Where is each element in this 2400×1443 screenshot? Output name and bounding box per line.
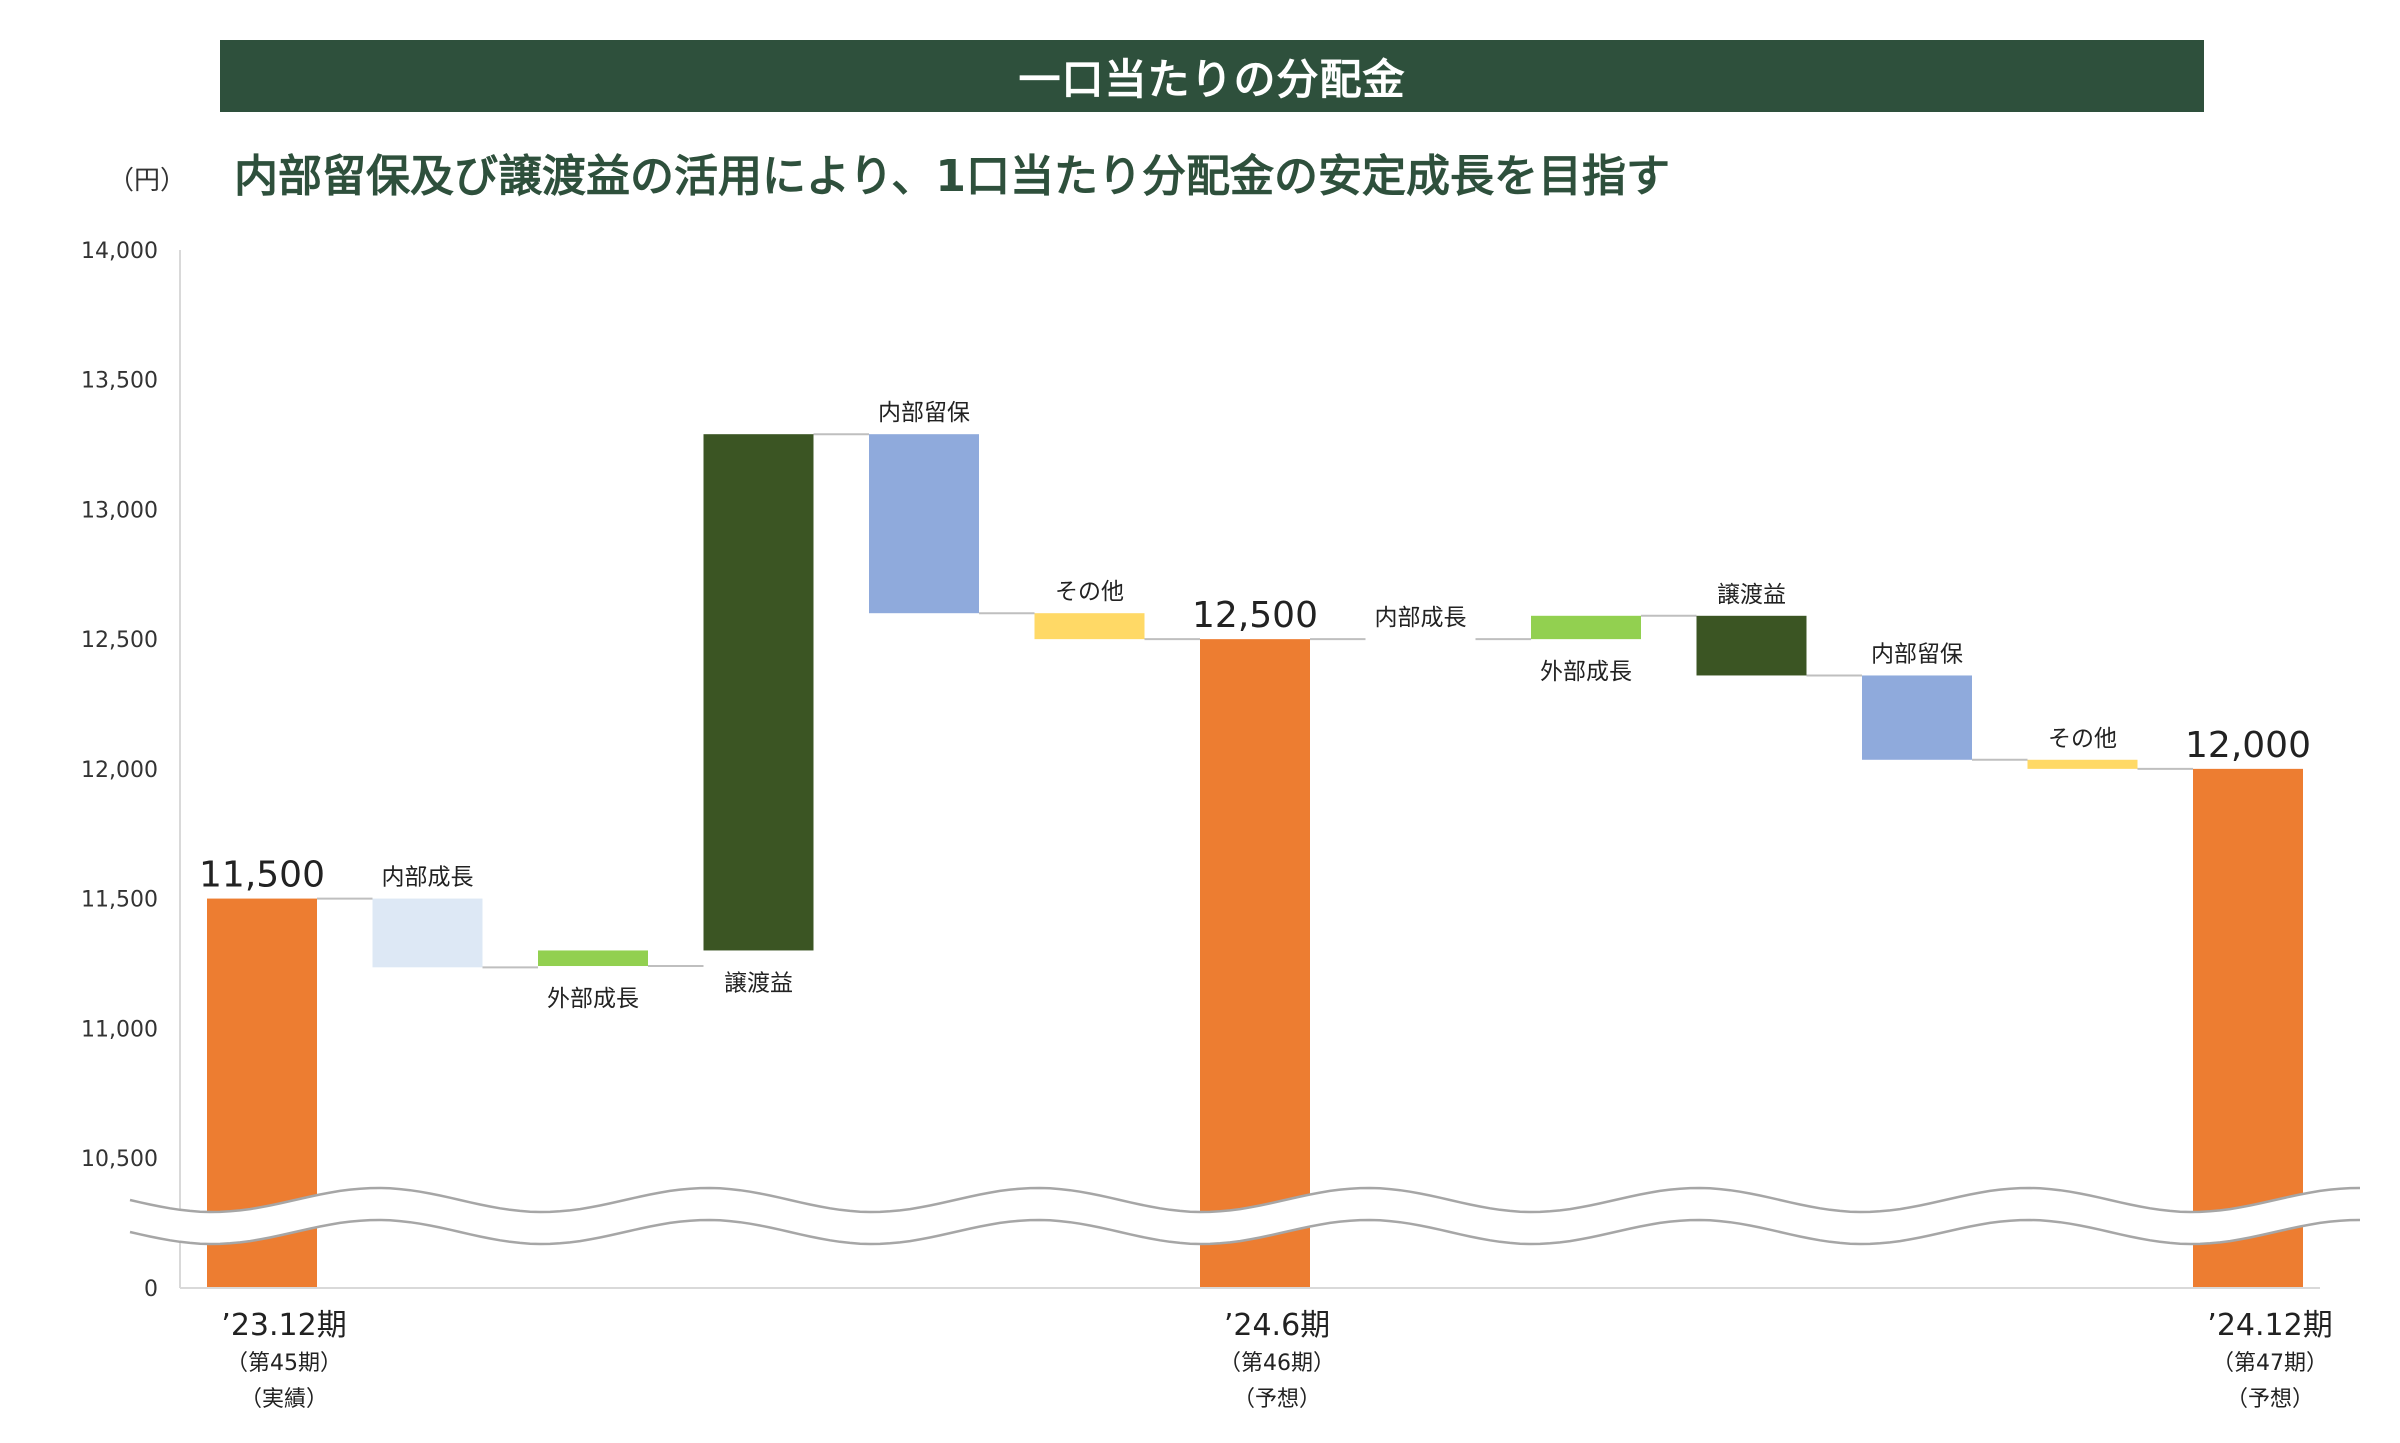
waterfall-bar-2 xyxy=(538,950,648,967)
axis-break-line-lower xyxy=(129,1218,2361,1246)
x-category-label: ’24.6期 （第46期） （予想） xyxy=(1219,1306,1335,1418)
waterfall-bar-9 xyxy=(1696,615,1807,676)
total-value-label: 11,500 xyxy=(199,855,325,896)
delta-label: 外部成長 xyxy=(1540,659,1632,685)
delta-label: 内部留保 xyxy=(878,400,970,426)
total-value-label: 12,000 xyxy=(2185,725,2311,766)
delta-label: その他 xyxy=(1055,579,1124,605)
delta-label: 内部成長 xyxy=(1375,605,1467,631)
waterfall-bar-1 xyxy=(372,898,483,968)
x-fiscal-label: （第46期） xyxy=(1219,1351,1335,1376)
y-tick-label: 13,500 xyxy=(81,369,158,394)
waterfall-bar-8 xyxy=(1531,615,1641,640)
x-status-label: （予想） xyxy=(1232,1387,1321,1412)
waterfall-bar-4 xyxy=(869,434,979,614)
delta-label: 譲渡益 xyxy=(1717,582,1786,608)
axis-break-band xyxy=(130,1188,2360,1244)
waterfall-bar-10 xyxy=(1862,675,1972,760)
waterfall-bar-5 xyxy=(1034,613,1145,640)
y-axis-unit-label: （円） xyxy=(108,166,187,196)
y-tick-label: 14,000 xyxy=(81,239,158,264)
x-status-label: （実績） xyxy=(239,1387,329,1412)
x-fiscal-label: （第45期） xyxy=(225,1351,342,1376)
x-fiscal-label: （第47期） xyxy=(2211,1351,2328,1376)
y-tick-label: 11,500 xyxy=(81,888,158,913)
y-tick-label: 10,500 xyxy=(81,1147,158,1172)
delta-label: その他 xyxy=(2048,726,2117,752)
chart-subtitle: 内部留保及び譲渡益の活用により、1口当たり分配金の安定成長を目指す xyxy=(234,151,1670,202)
delta-label: 内部留保 xyxy=(1871,641,1963,667)
y-tick-label: 0 xyxy=(144,1277,158,1302)
delta-label: 内部成長 xyxy=(382,865,474,891)
y-tick-label: 11,000 xyxy=(81,1017,158,1042)
x-category-label: ’23.12期 （第45期） （実績） xyxy=(221,1306,346,1418)
total-value-label: 12,500 xyxy=(1192,595,1318,636)
banner-title: 一口当たりの分配金 xyxy=(220,40,2204,112)
y-tick-label: 12,000 xyxy=(81,758,158,783)
x-status-label: （予想） xyxy=(2225,1387,2315,1412)
axis-break-line-upper xyxy=(129,1186,2361,1214)
waterfall-bar-11 xyxy=(2027,759,2138,769)
y-tick-label: 13,000 xyxy=(81,498,158,523)
delta-label: 外部成長 xyxy=(547,986,639,1012)
y-tick-label: 12,500 xyxy=(81,628,158,653)
waterfall-bar-3 xyxy=(703,434,814,951)
waterfall-bar-6 xyxy=(1200,639,1310,1288)
x-period-label: ’23.12期 xyxy=(221,1308,347,1343)
x-period-label: ’24.12期 xyxy=(2207,1308,2333,1343)
delta-label: 譲渡益 xyxy=(724,970,793,996)
x-period-label: ’24.6期 xyxy=(1223,1308,1331,1343)
x-category-label: ’24.12期 （第47期） （予想） xyxy=(2207,1306,2332,1418)
